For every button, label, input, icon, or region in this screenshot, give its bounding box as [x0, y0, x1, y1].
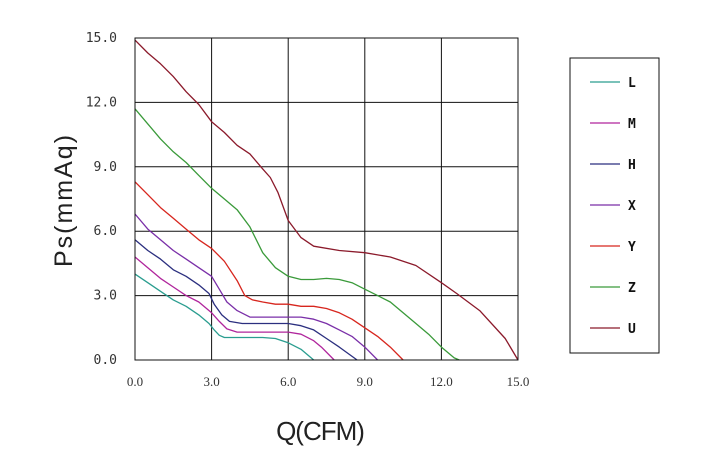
legend-label-h: H [628, 158, 636, 173]
y-tick-labels: 0.0 3.0 6.0 9.0 12.0 15.0 [86, 31, 117, 368]
x-tick-label: 9.0 [357, 374, 373, 389]
series-line-z [134, 108, 460, 361]
legend-label-x: X [628, 199, 636, 214]
y-tick-label: 3.0 [94, 289, 117, 304]
x-axis-title: Q(CFM) [276, 416, 364, 446]
legend: L M H X Y Z U [569, 57, 660, 354]
legend-label-u: U [628, 322, 636, 337]
series-line-l [134, 273, 315, 361]
x-tick-label: 12.0 [430, 374, 453, 389]
plot-frame [134, 37, 519, 361]
y-axis-title: Ps(mmAq) [50, 133, 78, 267]
x-tick-label: 15.0 [507, 374, 530, 389]
y-tick-label: 9.0 [94, 160, 117, 175]
legend-label-m: M [628, 117, 636, 132]
y-tick-label: 0.0 [94, 353, 117, 368]
x-tick-labels: 0.0 3.0 6.0 9.0 12.0 15.0 [127, 374, 530, 389]
legend-label-z: Z [628, 281, 636, 296]
series-layer [134, 39, 519, 361]
series-line-h [134, 239, 358, 361]
legend-label-l: L [628, 76, 636, 91]
series-line-u [134, 39, 519, 361]
grid [134, 37, 519, 361]
series-line-y [134, 181, 404, 361]
series-line-x [134, 213, 379, 361]
y-tick-label: 15.0 [86, 31, 117, 46]
x-tick-label: 6.0 [280, 374, 296, 389]
series-line-m [134, 256, 335, 361]
x-tick-label: 3.0 [203, 374, 219, 389]
x-tick-label: 0.0 [127, 374, 143, 389]
legend-label-y: Y [628, 240, 636, 255]
y-tick-label: 12.0 [86, 95, 117, 110]
y-tick-label: 6.0 [94, 224, 117, 239]
